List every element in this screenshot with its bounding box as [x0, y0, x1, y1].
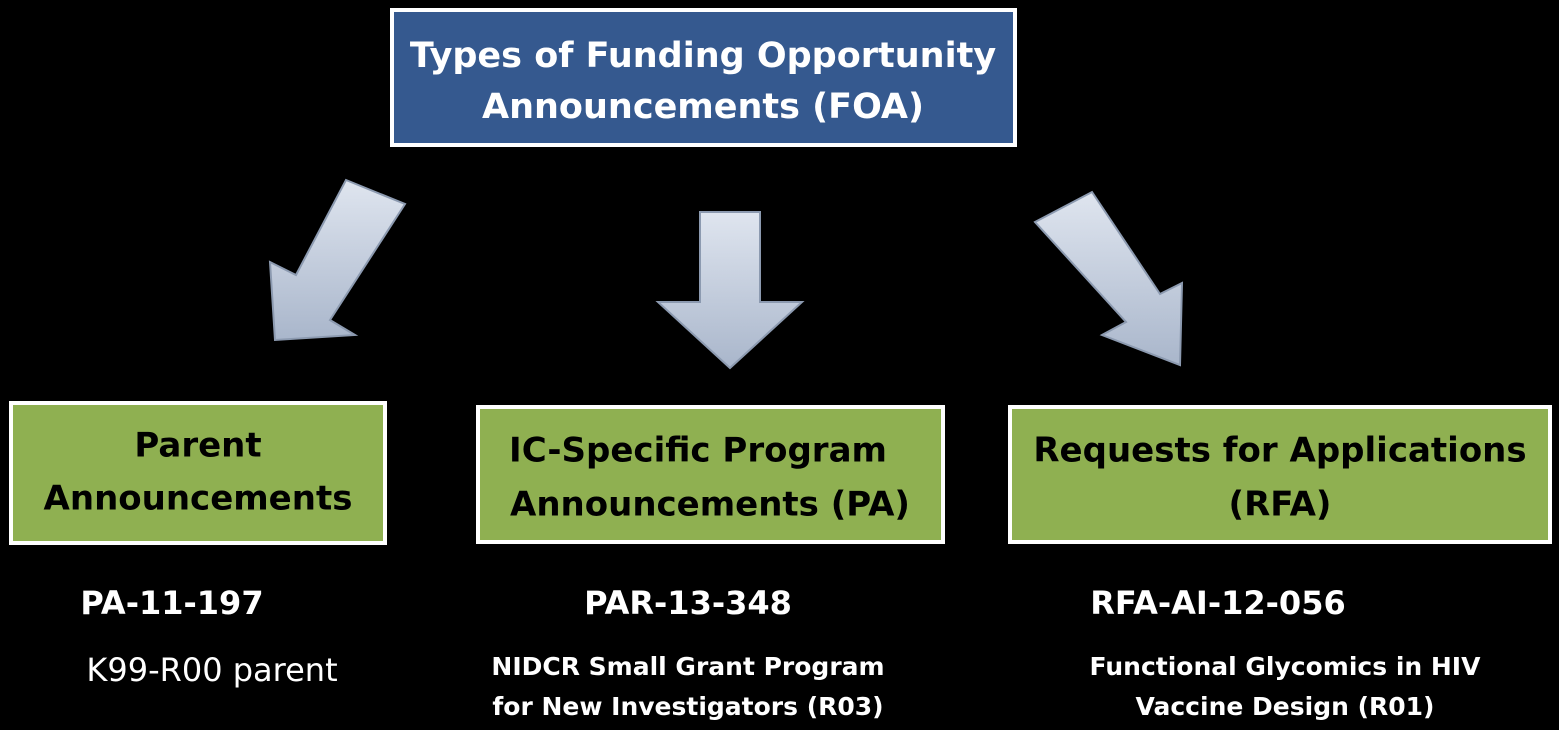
arrow — [655, 211, 805, 370]
node-example: NIDCR Small Grant Program — [491, 652, 884, 681]
node-example: K99-R00 parent — [86, 651, 337, 689]
node-label: Announcements (PA) — [510, 485, 910, 525]
title-line: Announcements (FOA) — [482, 87, 924, 127]
node-code: PA-11-197 — [80, 584, 263, 622]
title-line: Types of Funding Opportunity — [410, 36, 996, 76]
node-label: (RFA) — [1229, 485, 1332, 525]
node-code: RFA-AI-12-056 — [1090, 584, 1345, 622]
node-example: for New Investigators (R03) — [492, 692, 883, 721]
node-code: PAR-13-348 — [584, 584, 792, 622]
title-box — [390, 8, 1017, 147]
node-label: Parent — [134, 426, 261, 466]
node-label: Requests for Applications — [1033, 431, 1526, 471]
node-box — [1008, 405, 1552, 544]
node-box — [476, 405, 945, 544]
node-example: Vaccine Design (R01) — [1136, 692, 1435, 721]
node-label: Announcements — [44, 479, 353, 519]
node-box — [9, 401, 387, 545]
node-label: IC-Specific Program — [509, 431, 887, 471]
arrow — [1033, 190, 1184, 367]
arrow — [268, 178, 407, 342]
node-example: Functional Glycomics in HIV — [1090, 652, 1482, 681]
